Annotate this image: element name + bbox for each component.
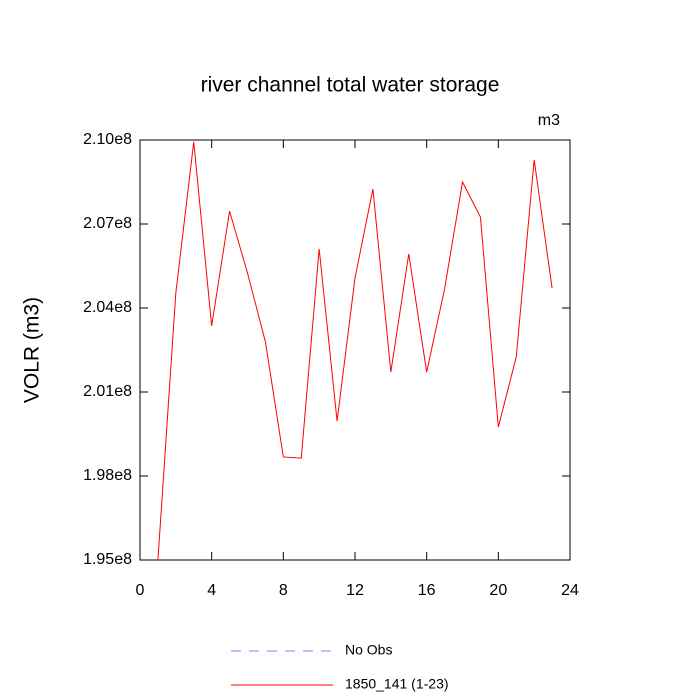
y-tick-label: 1.98e8: [83, 467, 132, 484]
y-tick-label: 2.10e8: [83, 131, 132, 148]
x-tick-label: 16: [418, 582, 436, 599]
chart-title: river channel total water storage: [201, 74, 500, 97]
x-tick-label: 12: [346, 582, 364, 599]
y-tick-label: 1.95e8: [83, 551, 132, 568]
legend-label: No Obs: [345, 642, 392, 658]
plot-frame: [139, 139, 571, 561]
y-tick-label: 2.01e8: [83, 383, 132, 400]
x-tick-label: 0: [136, 582, 145, 599]
x-tick-label: 24: [561, 582, 579, 599]
y-tick-label: 2.04e8: [83, 299, 132, 316]
data-line: [157, 141, 553, 561]
legend-label: 1850_141 (1-23): [345, 676, 449, 692]
y-tick-label: 2.07e8: [83, 215, 132, 232]
y-axis-label: VOLR (m3): [21, 297, 44, 403]
units-label: m3: [538, 112, 560, 129]
x-tick-label: 4: [207, 582, 216, 599]
x-tick-label: 8: [279, 582, 288, 599]
x-tick-label: 20: [489, 582, 507, 599]
